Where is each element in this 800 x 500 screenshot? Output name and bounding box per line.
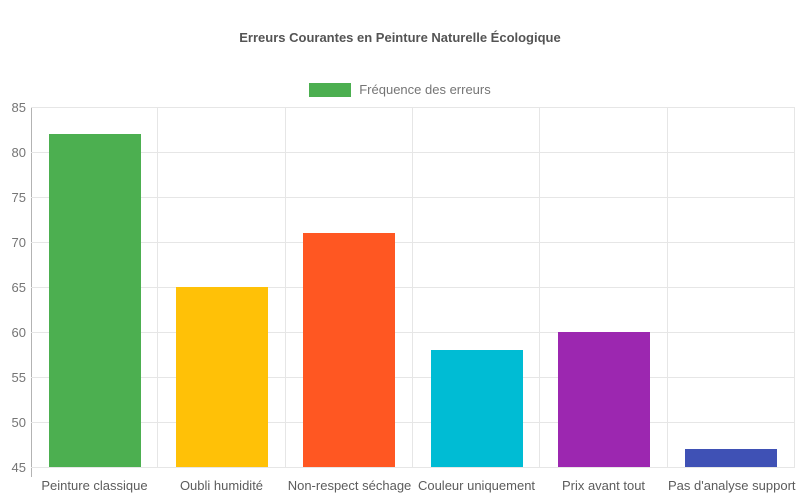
gridline-y-85 <box>31 107 795 108</box>
gridline-y-45 <box>31 467 795 468</box>
y-tick-label-50: 50 <box>11 415 26 430</box>
gridline-y-65 <box>31 287 795 288</box>
legend-swatch <box>309 82 352 97</box>
y-tick-label-70: 70 <box>11 235 26 250</box>
chart-title: Erreurs Courantes en Peinture Naturelle … <box>239 30 561 45</box>
x-label-couleur-uniquement: Couleur uniquement <box>417 478 536 493</box>
gridline-y-80 <box>31 152 795 153</box>
y-axis-line <box>31 107 32 477</box>
bar-oubli-humidit-[interactable] <box>176 287 268 467</box>
gridline-y-75 <box>31 197 795 198</box>
x-label-non-respect-s-chage: Non-respect séchage <box>287 478 412 493</box>
x-label-peinture-classique: Peinture classique <box>41 478 148 493</box>
y-tick-label-65: 65 <box>11 280 26 295</box>
y-tick-label-60: 60 <box>11 325 26 340</box>
gridline-x-3 <box>412 107 413 467</box>
bar-couleur-uniquement[interactable] <box>431 350 523 467</box>
gridline-x-2 <box>285 107 286 467</box>
y-tick-label-45: 45 <box>11 460 26 475</box>
bar-prix-avant-tout[interactable] <box>558 332 650 467</box>
gridline-x-4 <box>539 107 540 467</box>
x-label-prix-avant-tout: Prix avant tout <box>561 478 646 493</box>
x-label-oubli-humidit-: Oubli humidité <box>179 478 264 493</box>
plot-area <box>31 107 795 468</box>
gridline-y-60 <box>31 332 795 333</box>
gridline-y-55 <box>31 377 795 378</box>
legend-label: Fréquence des erreurs <box>359 82 491 97</box>
y-tick-label-75: 75 <box>11 190 26 205</box>
bar-non-respect-s-chage[interactable] <box>303 233 395 467</box>
y-tick-label-85: 85 <box>11 100 26 115</box>
gridline-y-50 <box>31 422 795 423</box>
legend: Fréquence des erreurs <box>0 82 800 97</box>
gridline-x-6 <box>794 107 795 467</box>
y-tick-label-80: 80 <box>11 145 26 160</box>
y-tick-label-55: 55 <box>11 370 26 385</box>
gridline-y-70 <box>31 242 795 243</box>
gridline-x-1 <box>157 107 158 467</box>
bar-pas-d-analyse-support[interactable] <box>685 449 777 467</box>
gridline-x-5 <box>667 107 668 467</box>
bar-peinture-classique[interactable] <box>49 134 141 467</box>
x-label-pas-d-analyse-support: Pas d'analyse support <box>668 478 796 493</box>
